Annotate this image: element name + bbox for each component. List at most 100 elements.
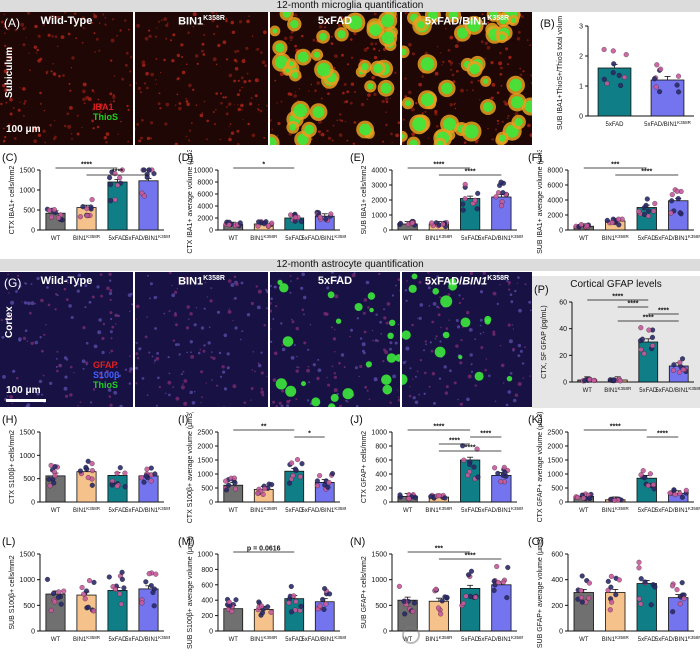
y-tick-label: 400 xyxy=(551,577,563,584)
cell-speck xyxy=(522,70,525,73)
image-title: BIN1K358R xyxy=(135,275,268,288)
y-tick-label: 0 xyxy=(559,629,563,636)
cell-speck xyxy=(492,332,496,336)
data-point xyxy=(297,608,303,614)
y-tick-label: 2000 xyxy=(197,216,213,223)
cell-speck xyxy=(397,121,400,124)
cell-speck xyxy=(137,357,140,360)
image-title: Wild-Type xyxy=(0,15,133,27)
cell-speck xyxy=(69,106,73,110)
cell-speck xyxy=(373,12,377,16)
y-tick-label: 8000 xyxy=(547,168,563,175)
cell-speck xyxy=(138,139,141,143)
cell-speck xyxy=(445,327,449,330)
data-point xyxy=(605,578,611,584)
significance-label: * xyxy=(262,162,265,169)
cell-speck xyxy=(394,341,398,345)
data-point xyxy=(645,213,652,219)
cell-speck xyxy=(466,310,470,315)
data-point xyxy=(411,600,417,606)
y-tick-label: 600 xyxy=(201,582,213,589)
cell-speck xyxy=(390,132,393,136)
cell-speck xyxy=(481,13,484,16)
y-tick-label: 4000 xyxy=(197,204,213,211)
cell-speck xyxy=(146,136,151,141)
microglia-image-3: 5xFAD xyxy=(270,12,400,145)
cell-speck xyxy=(441,64,443,66)
data-point xyxy=(46,207,52,213)
cell-speck xyxy=(23,100,27,103)
cell-speck xyxy=(295,326,299,331)
data-point xyxy=(292,214,298,220)
x-tick-label-superscript: K358R xyxy=(511,635,523,640)
cell-speck xyxy=(424,111,427,113)
cell-speck xyxy=(368,398,371,401)
cell-speck xyxy=(371,330,374,332)
y-axis-label: SUB IBA1+ThioS+/ThioS total volume xyxy=(557,16,564,130)
thios-plaque xyxy=(389,319,396,326)
cell-speck xyxy=(5,101,8,104)
cell-speck xyxy=(206,119,209,123)
y-tick-label: 3000 xyxy=(371,183,387,190)
cell-speck xyxy=(210,351,213,353)
cell-speck xyxy=(332,124,335,127)
bar xyxy=(138,588,159,632)
cell-speck xyxy=(334,279,338,283)
cell-speck xyxy=(60,35,65,39)
data-point xyxy=(644,196,650,202)
cell-speck xyxy=(35,52,38,54)
x-tick-label: 5xFAD/BIN1K358R xyxy=(478,635,523,643)
cell-speck xyxy=(109,403,113,407)
cell-speck xyxy=(136,123,140,126)
microglia-banner: 12-month microglia quantification xyxy=(0,0,700,12)
cell-speck xyxy=(291,318,293,321)
cell-speck xyxy=(105,132,110,136)
cell-speck xyxy=(40,298,44,303)
data-point xyxy=(607,607,613,613)
data-point xyxy=(288,212,294,218)
cell-speck xyxy=(76,289,80,293)
thios-plaque xyxy=(402,48,407,56)
y-axis-label: CTX S100β+ average volume (μm3) xyxy=(187,412,194,523)
cell-speck xyxy=(290,280,292,282)
significance-label: **** xyxy=(643,315,654,322)
cell-speck xyxy=(51,35,54,38)
cell-speck xyxy=(519,349,523,353)
cell-speck xyxy=(237,79,240,82)
cell-speck xyxy=(47,303,51,307)
cell-speck xyxy=(474,384,477,387)
cell-speck xyxy=(158,92,161,95)
cell-speck xyxy=(366,46,369,50)
image-title: BIN1K358R xyxy=(135,15,268,28)
x-tick-label-superscript: K358R xyxy=(511,234,523,239)
thios-plaque xyxy=(327,291,335,299)
data-point xyxy=(47,483,53,489)
image-title: 5xFAD xyxy=(270,15,400,27)
cell-speck xyxy=(101,336,105,341)
cell-speck xyxy=(486,45,491,50)
thios-plaque xyxy=(448,12,458,20)
cell-speck xyxy=(203,100,206,103)
x-tick-label: 5xFAD xyxy=(638,637,657,643)
data-point xyxy=(107,175,113,181)
cell-speck xyxy=(245,46,249,51)
cell-speck xyxy=(247,122,250,126)
cell-speck xyxy=(20,22,25,27)
cell-speck xyxy=(12,369,16,373)
cell-speck xyxy=(238,89,241,92)
thios-plaque xyxy=(335,318,342,324)
data-point xyxy=(604,217,610,223)
cell-speck xyxy=(449,68,453,71)
data-point xyxy=(152,471,158,477)
y-tick-label: 200 xyxy=(201,613,213,620)
data-point xyxy=(429,220,435,226)
cell-speck xyxy=(291,320,295,324)
cell-speck xyxy=(343,83,347,86)
cell-speck xyxy=(113,75,116,77)
cell-speck xyxy=(430,349,434,353)
cell-speck xyxy=(32,126,37,130)
cell-speck xyxy=(183,379,188,383)
y-tick-label: 0 xyxy=(31,228,35,235)
cell-speck xyxy=(109,92,113,96)
cell-speck xyxy=(434,110,438,114)
